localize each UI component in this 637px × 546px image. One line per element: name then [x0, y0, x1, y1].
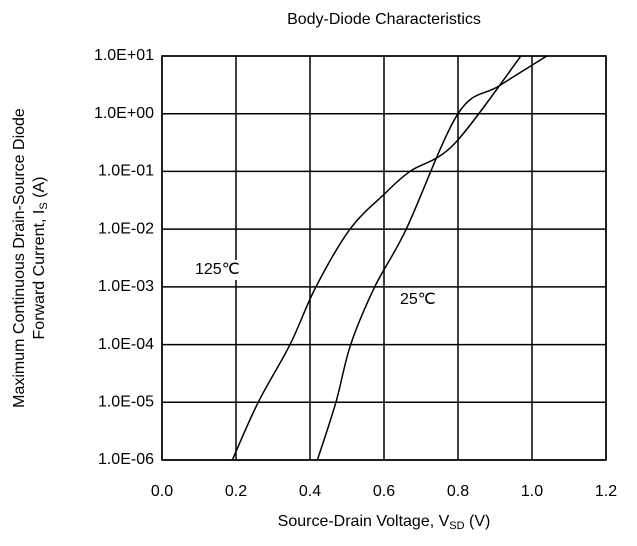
x-tick-label: 0.8	[447, 483, 469, 500]
x-tick-label: 1.2	[595, 483, 617, 500]
y-tick-label: 1.0E+01	[94, 47, 154, 64]
x-label-part: Source-Drain Voltage, V	[278, 513, 450, 530]
y-tick-label: 1.0E-05	[98, 394, 154, 411]
label-bg	[191, 260, 243, 280]
y-label-line: Forward Current, IS (A)	[31, 177, 50, 340]
x-tick-label: 0.6	[373, 483, 395, 500]
y-tick-label: 1.0E-02	[98, 220, 154, 237]
y-tick-label: 1.0E-06	[98, 451, 154, 468]
x-axis-title: Source-Drain Voltage, VSD (V)	[278, 513, 491, 532]
series-line	[231, 56, 522, 460]
series-line	[316, 56, 548, 460]
x-tick-label: 0.2	[225, 483, 247, 500]
y-axis-title: Maximum Continuous Drain-Source Diode Fo…	[11, 108, 50, 408]
label-bg	[396, 290, 448, 310]
y-tick-label: 1.0E+00	[94, 105, 154, 122]
y-tick-label: 1.0E-04	[98, 336, 154, 353]
series-label: 125℃	[195, 261, 240, 278]
y-label-part: (A)	[31, 177, 48, 203]
x-tick-label: 0.4	[299, 483, 321, 500]
y-tick-label: 1.0E-03	[98, 278, 154, 295]
y-label-part: Forward Current, I	[31, 210, 48, 340]
x-tick-label: 0.0	[151, 483, 173, 500]
y-tick-label: 1.0E-01	[98, 163, 154, 180]
y-label-sub: S	[38, 202, 50, 209]
x-label-part: (V)	[465, 513, 491, 530]
chart-title: Body-Diode Characteristics	[287, 11, 481, 28]
x-label-sub: SD	[449, 520, 464, 532]
x-tick-label: 1.0	[521, 483, 543, 500]
y-label-line: Maximum Continuous Drain-Source Diode	[11, 108, 28, 408]
series-label: 25℃	[400, 291, 436, 308]
